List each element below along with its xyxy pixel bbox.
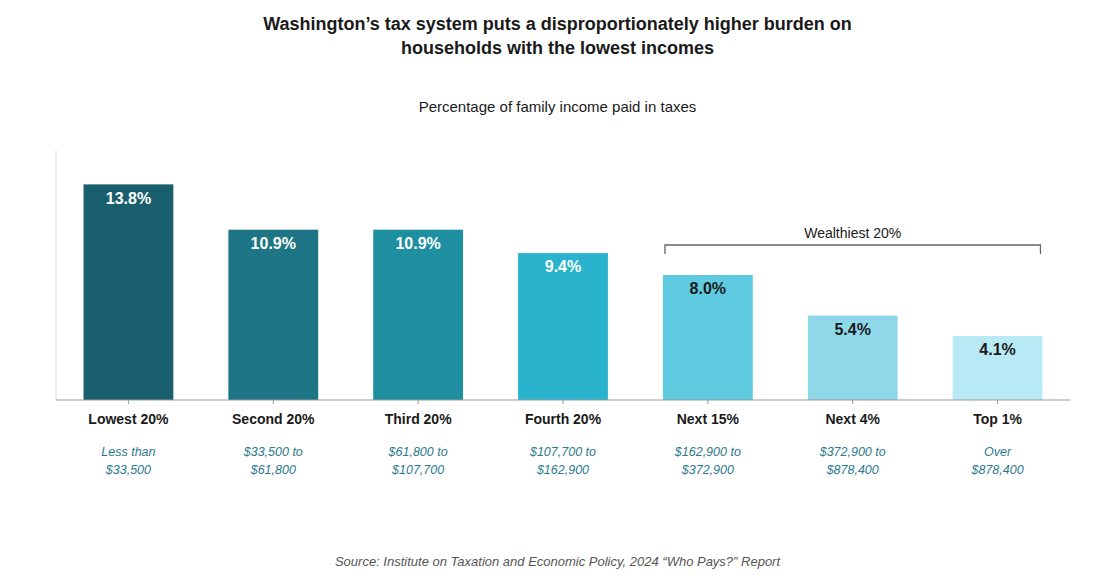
chart: Washington’s tax system puts a dispropor… (0, 0, 1115, 580)
subcategory-line: $162,900 to (674, 445, 741, 459)
x-tick (852, 400, 853, 404)
subcategory-label: $33,500 to $61,800 (243, 445, 303, 477)
bar (228, 230, 318, 400)
subcategory-line: $162,900 (536, 463, 589, 477)
x-tick (418, 400, 419, 404)
x-tick (563, 400, 564, 404)
x-tick (997, 400, 998, 404)
bar (518, 253, 608, 400)
subcategory-line: $372,900 to (819, 445, 886, 459)
data-label: 13.8% (106, 190, 151, 207)
bars (84, 184, 1043, 400)
data-label: 10.9% (395, 235, 440, 252)
x-tick (273, 400, 274, 404)
subcategory-line: $878,400 (971, 463, 1024, 477)
x-tick (128, 400, 129, 404)
subcategory-line: $107,700 (391, 463, 444, 477)
subcategory-line: $372,900 (681, 463, 734, 477)
subcategory-line: $33,500 to (243, 445, 303, 459)
bar (663, 275, 753, 400)
subcategory-line: $107,700 to (529, 445, 596, 459)
subcategory-label: Less than $33,500 (101, 445, 155, 477)
subcategory-label: $162,900 to $372,900 (674, 445, 741, 477)
subtitle: Percentage of family income paid in taxe… (419, 98, 697, 115)
x-tick (707, 400, 708, 404)
data-label: 10.9% (251, 235, 296, 252)
x-tick-label: Next 15% (677, 411, 740, 427)
title-line: Washington’s tax system puts a dispropor… (263, 14, 852, 34)
bar (373, 230, 463, 400)
bar (808, 316, 898, 400)
bar (953, 336, 1043, 400)
subcategory-line: $61,800 (250, 463, 296, 477)
subcategory-line: Over (984, 445, 1012, 459)
subcategory-label: $61,800 to $107,700 (388, 445, 448, 477)
data-label: 8.0% (690, 280, 726, 297)
subcategory-line: $878,400 (826, 463, 879, 477)
source: Source: Institute on Taxation and Econom… (335, 554, 782, 569)
annotation: Wealthiest 20% (804, 225, 901, 241)
subcategory-label: $107,700 to $162,900 (529, 445, 596, 477)
subcategory-line: $33,500 (105, 463, 151, 477)
subcategory-line: $61,800 to (388, 445, 448, 459)
x-tick-label: Second 20% (232, 411, 315, 427)
x-tick-label: Fourth 20% (525, 411, 602, 427)
title-line: households with the lowest incomes (401, 38, 714, 58)
title: Washington’s tax system puts a dispropor… (263, 14, 852, 58)
subcategory-label: Over $878,400 (971, 445, 1024, 477)
subcategory-label: $372,900 to $878,400 (819, 445, 886, 477)
bar (84, 184, 174, 400)
data-label: 5.4% (834, 321, 870, 338)
subcategory-line: Less than (101, 445, 155, 459)
y-axis-line (56, 150, 57, 400)
data-label: 9.4% (545, 258, 581, 275)
x-tick-label: Top 1% (973, 411, 1022, 427)
x-tick-label: Next 4% (825, 411, 880, 427)
x-tick-label: Lowest 20% (88, 411, 169, 427)
x-tick-label: Third 20% (385, 411, 452, 427)
bracket (665, 245, 1041, 254)
data-label: 4.1% (979, 341, 1015, 358)
